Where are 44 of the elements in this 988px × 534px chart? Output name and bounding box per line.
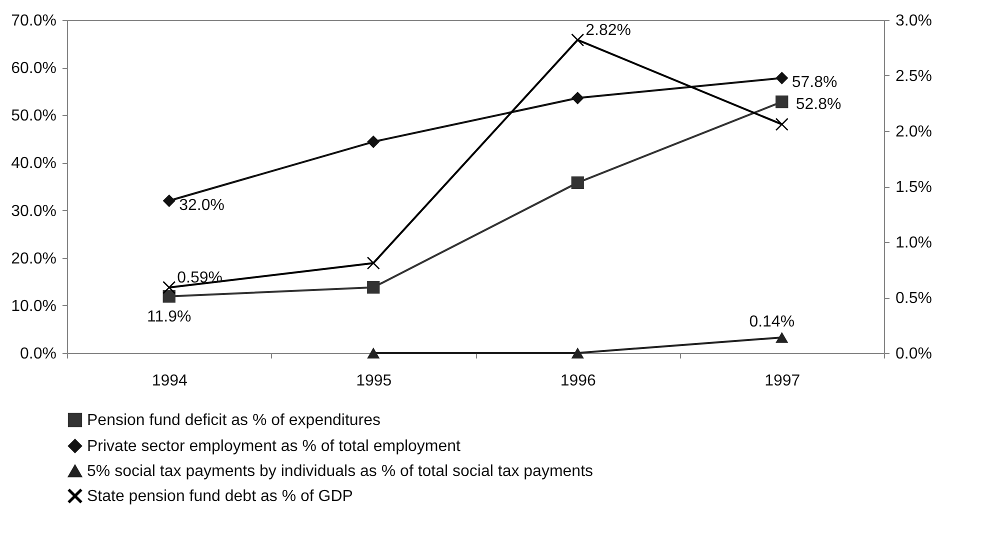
data-label: 57.8% [792,74,838,92]
legend-label: Private sector employment as % of total employment [87,438,462,455]
legend-label: Pension fund deficit as % of expenditures [87,412,381,429]
point [776,96,788,108]
point [162,194,176,208]
point [367,256,380,270]
point [162,281,176,294]
data-label: 32.0% [179,196,224,214]
y2-tick-label: 0.0% [896,346,932,362]
x-tick-label: 1995 [356,372,392,390]
point [571,92,584,104]
y-tick-label: 60.0% [11,60,56,78]
point [571,348,584,358]
x-tick-label: 1997 [764,372,800,390]
data-label: 2.82% [586,22,631,39]
data-label: 0.59% [177,270,222,287]
y-tick-label: 70.0% [11,12,56,30]
point [367,281,380,294]
point [571,176,584,190]
y2-tick-label: 1.5% [896,179,932,196]
x-tick-label: 1994 [152,372,188,390]
y2-tick-label: 2.5% [896,68,932,85]
x-tick-label: 1996 [560,372,596,390]
data-label: 52.8% [796,96,842,113]
point [571,34,584,46]
y-tick-label: 0.0% [20,346,56,362]
point [367,135,380,148]
y2-tick-label: 1.0% [896,234,932,252]
y2-tick-label: 2.0% [896,124,932,140]
point [776,118,788,131]
y-tick-label: 50.0% [11,108,56,125]
y-tick-label: 10.0% [11,298,56,315]
point [776,332,788,343]
point [776,72,788,84]
legend-label: State pension fund debt as % of GDP [87,488,353,505]
y-tick-label: 40.0% [11,155,56,172]
data-label: 0.14% [749,313,795,330]
y2-tick-label: 3.0% [896,12,932,30]
y-tick-label: 30.0% [11,202,56,220]
y2-tick-label: 0.5% [896,290,932,307]
data-label: 11.9% [147,308,192,326]
legend-label: 5% social tax payments by individuals as % of total social tax payments [87,463,594,480]
y-tick-label: 20.0% [11,250,56,268]
point [367,348,380,358]
